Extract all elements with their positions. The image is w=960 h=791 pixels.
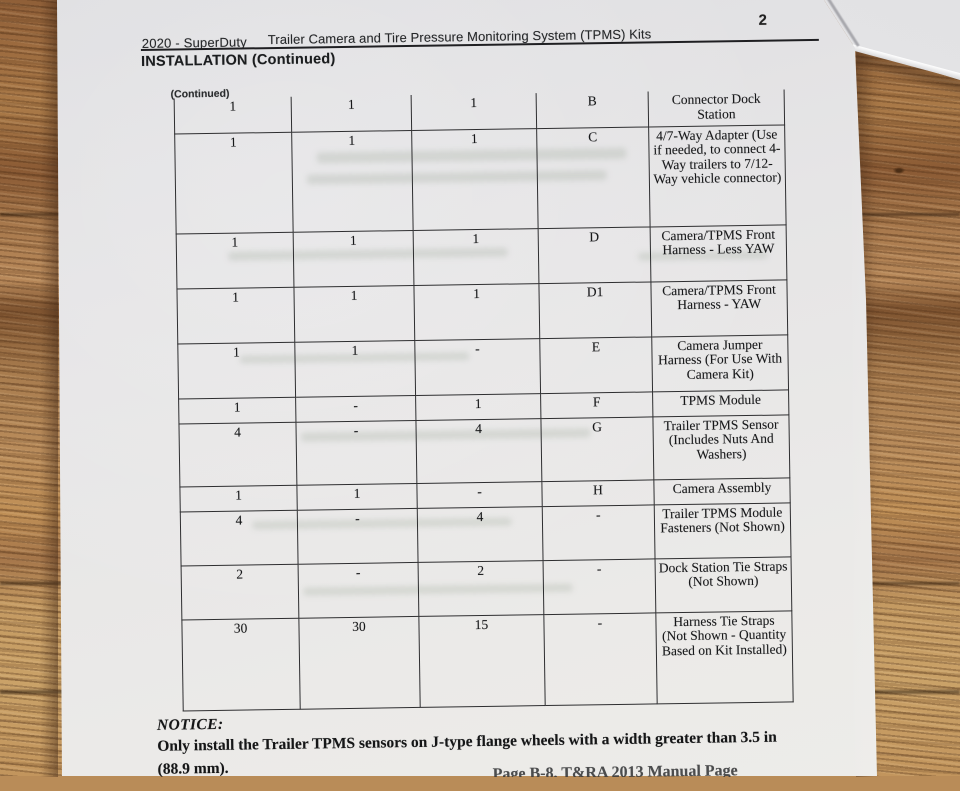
item-letter-cell: D xyxy=(538,226,651,284)
item-letter-cell: E xyxy=(539,336,653,394)
qty-cell: 1 xyxy=(411,128,539,230)
footer-cut-text: Page B-8, T&RA 2013 Manual Page xyxy=(492,762,738,783)
item-letter-cell: C xyxy=(536,126,651,229)
paper-shadow-left xyxy=(40,0,58,777)
qty-cell: 1 xyxy=(413,283,540,340)
description-cell: Camera/TPMS Front Harness - Less YAW xyxy=(650,224,787,282)
description-cell: Connector Dock Station xyxy=(648,89,785,127)
qty-cell: 4 xyxy=(180,509,299,566)
qty-cell: - xyxy=(295,419,417,485)
wood-knot xyxy=(893,167,905,174)
qty-cell: 4 xyxy=(417,506,544,562)
description-cell: Trailer TPMS Module Fasteners (Not Shown… xyxy=(654,502,792,559)
parts-table: 1 1 1 B Connector Dock Station 1 1 1 C 4… xyxy=(174,89,794,711)
item-letter-cell: - xyxy=(543,558,656,615)
qty-cell: 1 xyxy=(294,339,416,397)
qty-cell: 1 xyxy=(174,131,294,234)
description-cell: 4/7-Way Adapter (Use if needed, to conne… xyxy=(648,124,787,227)
qty-cell: 1 xyxy=(415,393,541,420)
item-letter-cell: D1 xyxy=(538,281,652,339)
notice-text-line1: Only install the Trailer TPMS sensors on… xyxy=(157,728,777,755)
qty-cell: 1 xyxy=(176,231,294,289)
qty-cell: 1 xyxy=(291,94,412,132)
qty-cell: 1 xyxy=(176,286,295,344)
item-letter-cell: G xyxy=(540,416,654,482)
item-letter-cell: - xyxy=(542,504,656,561)
table-row: 2 - 2 - Dock Station Tie Straps (Not Sho… xyxy=(181,556,792,620)
qty-cell: 4 xyxy=(178,421,297,487)
qty-cell: 1 xyxy=(179,484,298,512)
qty-cell: 1 xyxy=(177,341,296,399)
qty-cell: - xyxy=(297,507,419,564)
item-letter-cell: F xyxy=(540,391,653,419)
table-row: 1 1 1 D Camera/TPMS Front Harness - Less… xyxy=(176,224,787,289)
qty-cell: 1 xyxy=(413,228,539,285)
qty-cell: 1 xyxy=(178,396,296,424)
description-cell: Dock Station Tie Straps (Not Shown) xyxy=(655,556,792,613)
qty-cell: 2 xyxy=(181,563,299,620)
table-row: 30 30 15 - Harness Tie Straps (Not Shown… xyxy=(181,610,794,711)
description-cell: Camera/TPMS Front Harness - YAW xyxy=(650,279,788,337)
description-cell: Camera Jumper Harness (For Use With Came… xyxy=(651,334,789,392)
description-cell: Camera Assembly xyxy=(653,477,791,505)
table-row: 1 1 - E Camera Jumper Harness (For Use W… xyxy=(177,334,789,399)
item-letter-cell: B xyxy=(536,91,649,129)
qty-cell: 30 xyxy=(298,615,421,709)
description-cell: Harness Tie Straps (Not Shown - Quantity… xyxy=(655,610,794,704)
page-number: 2 xyxy=(758,11,768,29)
qty-cell: - xyxy=(416,481,543,508)
qty-cell: 1 xyxy=(293,284,415,342)
table-row: 1 1 1 D1 Camera/TPMS Front Harness - YAW xyxy=(176,279,788,344)
table-row: 1 1 1 C 4/7-Way Adapter (Use if needed, … xyxy=(174,124,787,234)
qty-cell: 4 xyxy=(415,418,542,483)
notice-label: NOTICE: xyxy=(156,715,224,734)
qty-cell: 15 xyxy=(418,614,546,707)
qty-cell: 1 xyxy=(291,129,414,232)
section-heading: INSTALLATION (Continued) xyxy=(140,51,336,70)
qty-cell: 1 xyxy=(293,229,414,287)
item-letter-cell: H xyxy=(541,479,655,507)
qty-cell: - xyxy=(414,338,541,395)
qty-cell: 30 xyxy=(181,617,301,711)
qty-cell: 1 xyxy=(411,93,537,130)
qty-cell: 2 xyxy=(418,560,544,616)
qty-cell: - xyxy=(298,561,419,618)
description-cell: Trailer TPMS Sensor (Includes Nuts And W… xyxy=(652,414,790,480)
qty-cell: 1 xyxy=(174,96,292,134)
table-row: 4 - 4 - Trailer TPMS Module Fasteners (N… xyxy=(180,502,792,566)
table-row: 4 - 4 G Trailer TPMS Sensor (Includes Nu… xyxy=(178,414,790,487)
item-letter-cell: - xyxy=(543,612,658,706)
description-cell: TPMS Module xyxy=(652,389,789,417)
qty-cell: - xyxy=(295,394,416,422)
qty-cell: 1 xyxy=(296,482,418,510)
